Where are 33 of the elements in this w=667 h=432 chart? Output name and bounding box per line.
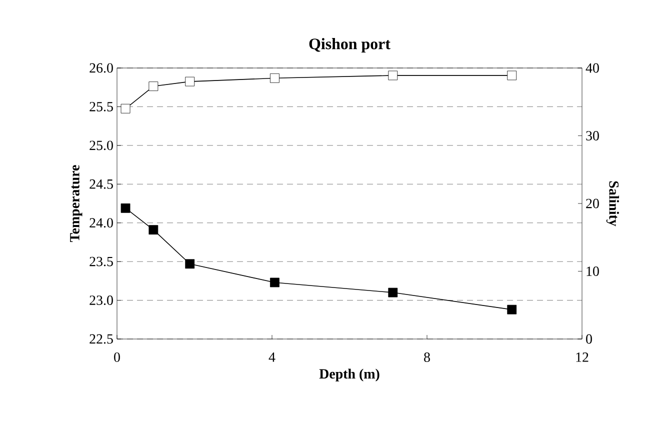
point — [507, 70, 517, 80]
point — [270, 73, 280, 83]
y-axis-title: Temperature — [70, 165, 82, 242]
y2-tick-label: 30 — [586, 131, 599, 140]
point — [507, 304, 517, 314]
y-tick-label: 25.5 — [90, 102, 113, 112]
x-axis-title: Depth (m) — [319, 368, 380, 382]
y-tick-label: 26.0 — [90, 63, 113, 73]
point — [185, 76, 195, 86]
y-tick-label: 24.0 — [90, 218, 113, 228]
y2-tick-label: 20 — [586, 198, 599, 208]
x-tick-label: 12 — [576, 352, 588, 362]
point — [120, 203, 130, 213]
point — [148, 82, 158, 91]
x-tick-label: 0 — [114, 352, 120, 362]
y2-tick-label: 0 — [586, 334, 592, 344]
y-tick-label: 22.5 — [90, 334, 113, 344]
y-tick-label: 25.0 — [90, 140, 113, 150]
y2-tick-label: 40 — [586, 63, 599, 73]
point — [185, 259, 195, 269]
x-tick-label: 4 — [268, 352, 276, 362]
y2-tick-label: 10 — [586, 266, 599, 276]
point — [388, 70, 398, 80]
point — [388, 288, 398, 298]
point — [120, 104, 130, 114]
y-tick-label: 24.5 — [90, 179, 113, 189]
y-tick-label: 23.5 — [90, 256, 113, 266]
chart-title: Qishon port — [309, 38, 390, 52]
point — [148, 225, 158, 235]
x-tick-label: 8 — [424, 352, 430, 362]
point — [270, 278, 280, 288]
y-tick-label: 23.0 — [90, 296, 113, 306]
y2-axis-title: Salinity — [606, 181, 620, 226]
